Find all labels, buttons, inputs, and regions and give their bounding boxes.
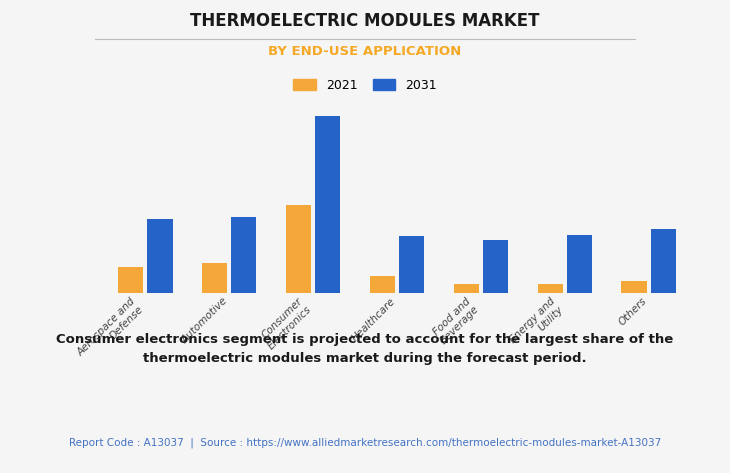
- Bar: [537, 284, 563, 293]
- Text: Report Code : A13037  |  Source : https://www.alliedmarketresearch.com/thermoele: Report Code : A13037 | Source : https://…: [69, 438, 661, 448]
- Bar: [231, 217, 256, 293]
- Bar: [453, 284, 479, 293]
- Bar: [118, 267, 143, 293]
- Bar: [369, 275, 395, 293]
- Text: Consumer electronics segment is projected to account for the largest share of th: Consumer electronics segment is projecte…: [56, 333, 674, 366]
- Bar: [147, 219, 172, 293]
- Legend: 2021, 2031: 2021, 2031: [290, 75, 440, 96]
- Bar: [315, 116, 340, 293]
- Text: BY END-USE APPLICATION: BY END-USE APPLICATION: [269, 45, 461, 58]
- Bar: [202, 263, 227, 293]
- Bar: [483, 240, 508, 293]
- Text: THERMOELECTRIC MODULES MARKET: THERMOELECTRIC MODULES MARKET: [191, 12, 539, 30]
- Bar: [651, 229, 676, 293]
- Bar: [399, 236, 424, 293]
- Bar: [286, 204, 311, 293]
- Bar: [621, 281, 647, 293]
- Bar: [567, 235, 592, 293]
